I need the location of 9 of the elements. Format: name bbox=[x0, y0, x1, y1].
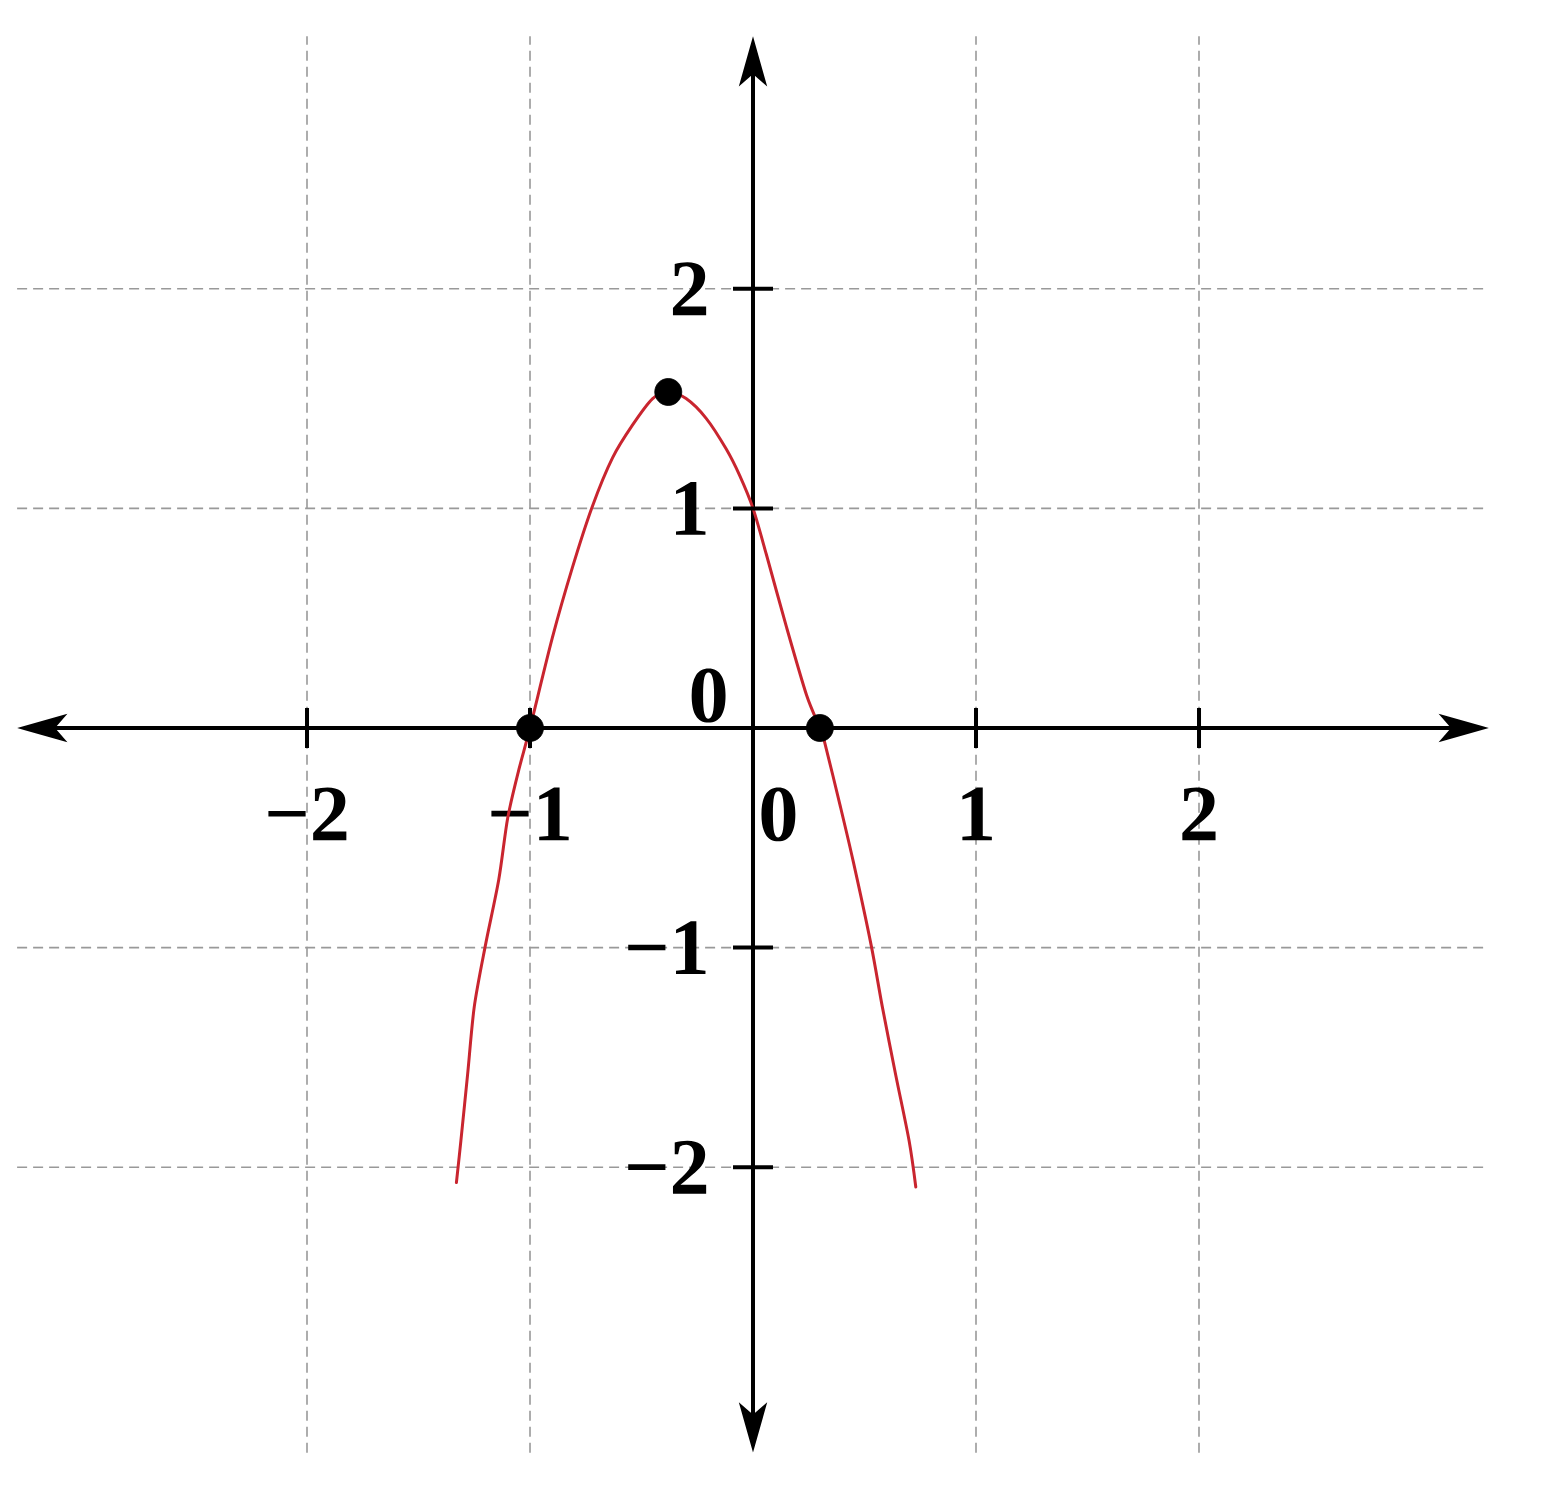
y-tick-label: 1 bbox=[676, 481, 706, 535]
y-tick-label: −1 bbox=[628, 921, 706, 974]
x-tick-label: 1 bbox=[962, 787, 992, 841]
y-tick-label: −2 bbox=[628, 1140, 707, 1194]
x-tick-label: 2 bbox=[1182, 787, 1216, 841]
y-tick-label: 2 bbox=[672, 262, 707, 316]
x-tick-label: −2 bbox=[268, 787, 347, 841]
x-tick-label: 0 bbox=[761, 787, 796, 842]
y-tick-label: 0 bbox=[691, 668, 726, 723]
